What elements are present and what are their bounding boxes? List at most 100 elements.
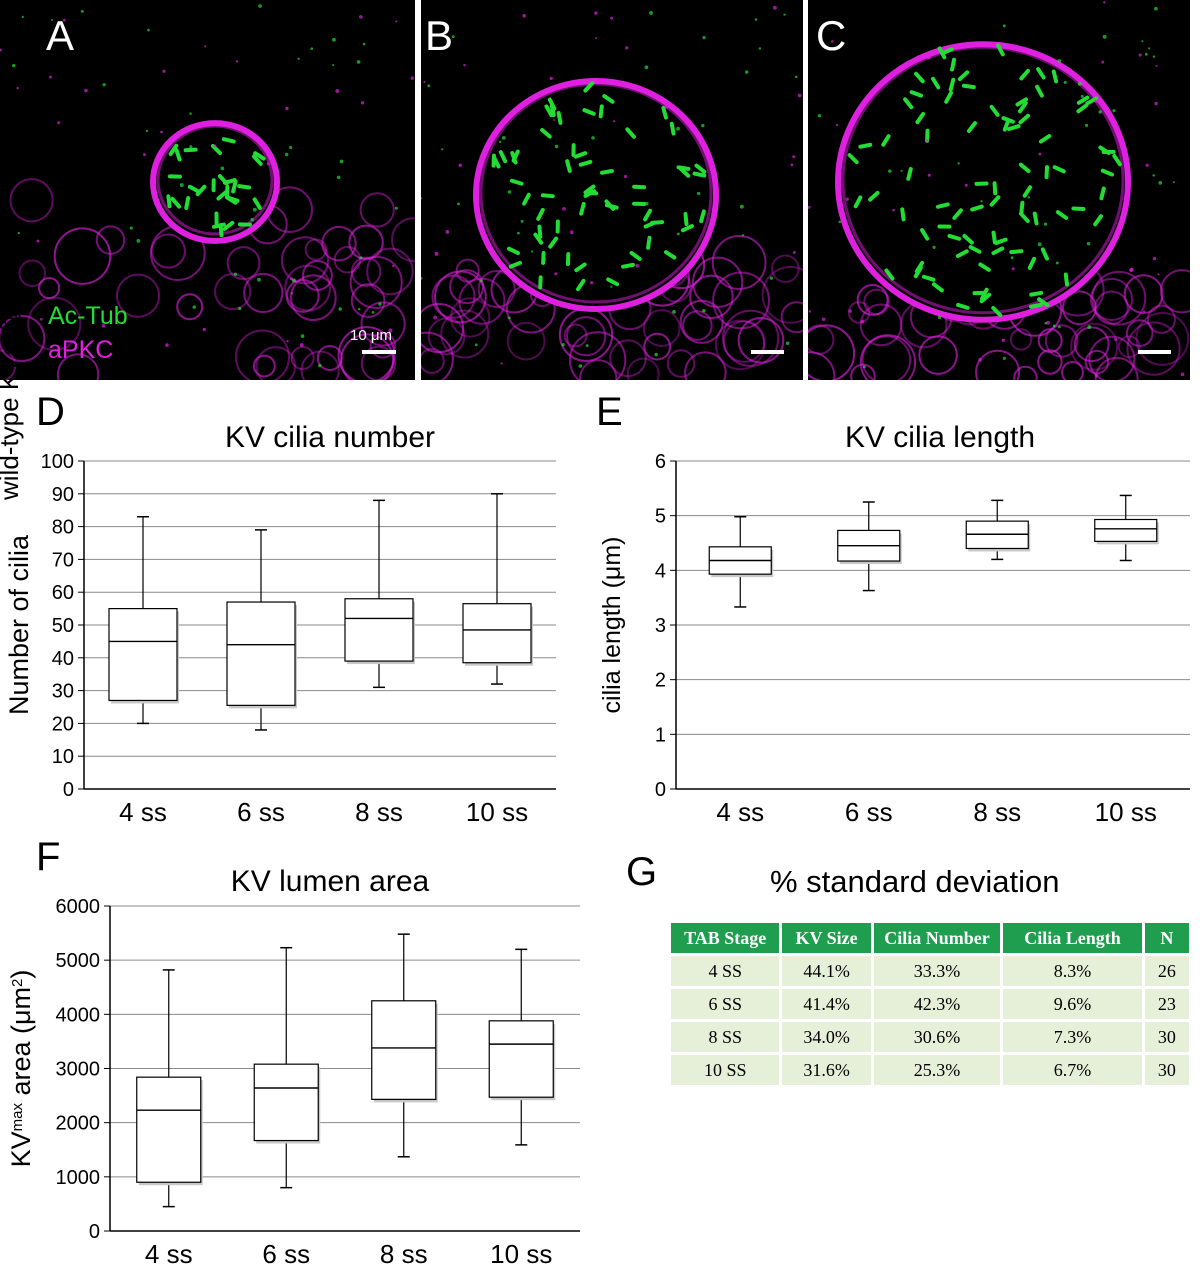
box-1 bbox=[253, 946, 321, 1189]
x-tick-label: 6 ss bbox=[262, 1239, 310, 1264]
y-tick-label: 3 bbox=[655, 615, 666, 637]
y-tick-label: 0 bbox=[655, 779, 666, 801]
table-cell: 30 bbox=[1144, 1022, 1189, 1052]
box-0 bbox=[708, 516, 774, 608]
panel-b-cells bbox=[421, 5, 803, 380]
chart-lumen-area: KV lumen area 0 1000 2000 3000 4000 5000 6000 4 … bbox=[6, 865, 580, 1264]
y-tick-label: 0 bbox=[89, 1221, 100, 1243]
table-cell: 42.3% bbox=[873, 989, 1001, 1019]
box-1 bbox=[837, 501, 902, 592]
table-row: 10 SS 31.6% 25.3% 6.7% 30 bbox=[671, 1055, 1189, 1085]
chart-d-letter: D bbox=[36, 390, 65, 434]
chart-f-letter: F bbox=[36, 835, 61, 879]
y-axis-label: cilia length (μm) bbox=[598, 537, 626, 714]
x-tick-label: 10 ss bbox=[490, 1239, 552, 1264]
table-cell: 30 bbox=[1144, 1055, 1189, 1085]
box-2 bbox=[344, 499, 415, 689]
legend-ac-tub: Ac-Tub bbox=[48, 302, 128, 330]
y-tick-label: 1000 bbox=[56, 1167, 101, 1189]
box-1 bbox=[226, 529, 297, 731]
table-cell: 10 SS bbox=[671, 1055, 780, 1085]
y-tick-label: 30 bbox=[52, 681, 74, 703]
y-tick-label: 20 bbox=[52, 713, 74, 735]
box-3 bbox=[1094, 494, 1159, 562]
table-cell: 41.4% bbox=[782, 989, 871, 1019]
y-tick-label: 70 bbox=[52, 549, 74, 571]
box-iqr bbox=[253, 1063, 319, 1142]
y-tick-label: 60 bbox=[52, 582, 74, 604]
panel-b-image bbox=[421, 5, 803, 380]
y-tick-label: 6 bbox=[655, 451, 666, 473]
x-tick-label: 6 ss bbox=[237, 797, 285, 827]
panel-b-letter: B bbox=[425, 12, 454, 59]
chart-title: KV lumen area bbox=[231, 865, 430, 898]
y-tick-label: 10 bbox=[52, 746, 74, 768]
panel-a: A Ac-Tub aPKC 10 μm bbox=[0, 0, 415, 380]
panel-c: C bbox=[808, 0, 1190, 380]
box-iqr bbox=[226, 601, 296, 706]
panel-a-image bbox=[0, 4, 415, 380]
y-tick-label: 6000 bbox=[56, 896, 101, 918]
box-iqr bbox=[462, 603, 532, 664]
box-3 bbox=[488, 948, 556, 1146]
box-iqr bbox=[488, 1020, 554, 1098]
table-cell: 6.7% bbox=[1003, 1055, 1142, 1085]
box-0 bbox=[108, 516, 179, 725]
y-tick-label: 90 bbox=[52, 484, 74, 506]
table-header-row: TAB Stage KV Size Cilia Number Cilia Len… bbox=[671, 923, 1189, 953]
y-tick-label: 4 bbox=[655, 560, 666, 582]
table-row: 8 SS 34.0% 30.6% 7.3% 30 bbox=[671, 1022, 1189, 1052]
scale-bar-c bbox=[1138, 350, 1171, 354]
legend-apkc: aPKC bbox=[48, 336, 114, 364]
x-tick-label: 8 ss bbox=[973, 797, 1021, 827]
table-cell: 7.3% bbox=[1003, 1022, 1142, 1052]
panel-a-letter: A bbox=[46, 12, 75, 59]
chart-title: KV cilia length bbox=[845, 421, 1035, 454]
y-tick-label: 2 bbox=[655, 670, 666, 692]
x-tick-label: 10 ss bbox=[466, 797, 528, 827]
y-tick-label: 5 bbox=[655, 506, 666, 528]
x-tick-label: 8 ss bbox=[380, 1239, 428, 1264]
box-3 bbox=[462, 493, 533, 685]
x-tick-label: 8 ss bbox=[355, 797, 403, 827]
table-row: 4 SS 44.1% 33.3% 8.3% 26 bbox=[671, 956, 1189, 986]
std-dev-table: TAB Stage KV Size Cilia Number Cilia Len… bbox=[668, 920, 1192, 1088]
y-tick-label: 1 bbox=[655, 724, 666, 746]
y-tick-label: 3000 bbox=[56, 1059, 101, 1081]
y-tick-label: 40 bbox=[52, 648, 74, 670]
y-tick-label: 80 bbox=[52, 517, 74, 539]
box-0 bbox=[136, 969, 203, 1208]
panel-b: B bbox=[421, 0, 803, 380]
panel-c-cells bbox=[808, 1, 1190, 380]
scale-bar-b bbox=[751, 350, 784, 354]
col-header: N bbox=[1144, 923, 1189, 953]
x-tick-label: 10 ss bbox=[1095, 797, 1157, 827]
box-iqr bbox=[371, 1000, 437, 1100]
col-header: Cilia Length bbox=[1003, 923, 1142, 953]
table-cell: 9.6% bbox=[1003, 989, 1142, 1019]
col-header: Cilia Number bbox=[873, 923, 1001, 953]
y-tick-label: 0 bbox=[63, 779, 74, 801]
table-cell: 6 SS bbox=[671, 989, 780, 1019]
box-2 bbox=[965, 499, 1031, 561]
table-cell: 44.1% bbox=[782, 956, 871, 986]
table-cell: 30.6% bbox=[873, 1022, 1001, 1052]
y-tick-label: 2000 bbox=[56, 1113, 101, 1135]
scale-bar-a bbox=[362, 350, 396, 354]
table-cell: 25.3% bbox=[873, 1055, 1001, 1085]
table-title: % standard deviation bbox=[770, 864, 1060, 899]
y-tick-label: 100 bbox=[41, 451, 74, 473]
table-cell: 23 bbox=[1144, 989, 1189, 1019]
box-iqr bbox=[344, 598, 414, 662]
panel-c-image bbox=[808, 1, 1190, 380]
box-iqr bbox=[136, 1076, 202, 1183]
y-tick-label: 5000 bbox=[56, 950, 101, 972]
col-header: TAB Stage bbox=[671, 923, 780, 953]
x-tick-label: 6 ss bbox=[845, 797, 893, 827]
panel-c-letter: C bbox=[816, 12, 847, 59]
box-2 bbox=[371, 933, 438, 1158]
panel-a-cells bbox=[0, 4, 415, 380]
table-cell: 8 SS bbox=[671, 1022, 780, 1052]
chart-cilia-length: KV cilia length 0 1 2 3 4 5 6 4 ss 6 ss 8 ss 10 ss c… bbox=[598, 421, 1190, 827]
